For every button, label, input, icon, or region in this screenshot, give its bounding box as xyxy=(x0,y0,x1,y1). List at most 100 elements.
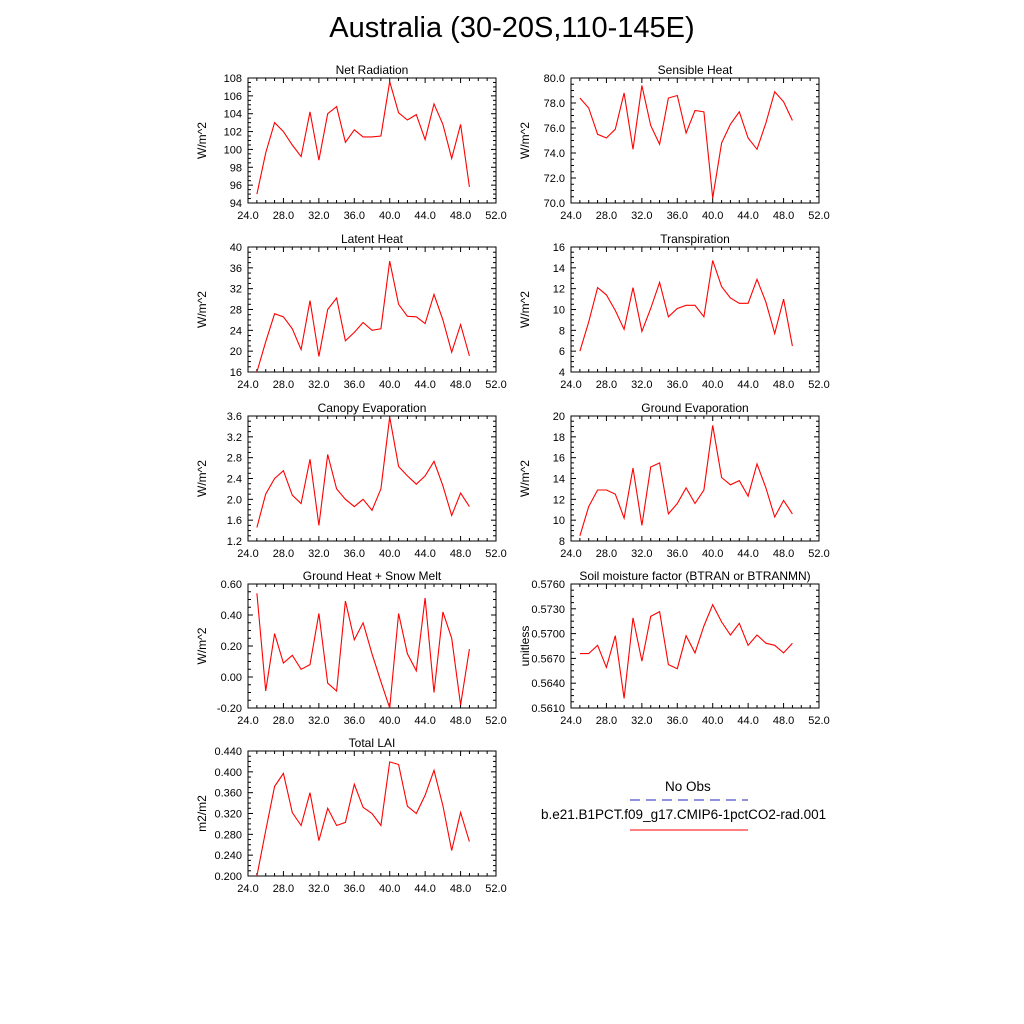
x-tick-label: 44.0 xyxy=(414,883,435,895)
y-tick-label: 0.440 xyxy=(214,746,242,758)
x-tick-label: 40.0 xyxy=(379,715,400,727)
x-tick-label: 28.0 xyxy=(273,548,294,560)
y-tick-label: 0.5670 xyxy=(531,653,565,665)
x-tick-label: 36.0 xyxy=(667,379,688,391)
x-tick-label: 52.0 xyxy=(808,379,829,391)
y-axis-label: W/m^2 xyxy=(195,460,209,497)
x-tick-label: 28.0 xyxy=(273,715,294,727)
y-tick-label: 0.60 xyxy=(221,579,242,591)
y-axis-label: unitless xyxy=(518,626,532,667)
y-tick-label: -0.20 xyxy=(217,703,242,715)
y-axis-label: W/m^2 xyxy=(518,291,532,328)
y-tick-label: 0.200 xyxy=(214,871,242,883)
panel-title: Sensible Heat xyxy=(658,63,733,77)
y-tick-label: 0.280 xyxy=(214,829,242,841)
y-tick-label: 10 xyxy=(553,515,565,527)
series-line xyxy=(579,425,793,536)
y-tick-label: 0.5730 xyxy=(531,604,565,616)
x-tick-label: 36.0 xyxy=(667,210,688,222)
y-tick-label: 0.5760 xyxy=(531,579,565,591)
x-tick-label: 40.0 xyxy=(379,210,400,222)
y-tick-label: 3.6 xyxy=(227,411,242,423)
x-tick-label: 52.0 xyxy=(485,548,506,560)
y-tick-label: 0.20 xyxy=(221,641,242,653)
x-tick-label: 28.0 xyxy=(273,379,294,391)
x-tick-label: 32.0 xyxy=(631,715,652,727)
y-tick-label: 2.4 xyxy=(227,474,242,486)
panel-title: Ground Evaporation xyxy=(641,401,748,415)
y-tick-label: 1.6 xyxy=(227,515,242,527)
legend-obs-label: No Obs xyxy=(665,779,711,794)
x-tick-label: 36.0 xyxy=(344,883,365,895)
panel-title: Canopy Evaporation xyxy=(318,401,427,415)
x-tick-label: 28.0 xyxy=(596,379,617,391)
y-tick-label: 32 xyxy=(230,284,242,296)
y-tick-label: 16 xyxy=(553,242,565,254)
y-axis-label: W/m^2 xyxy=(195,627,209,664)
panel-title: Total LAI xyxy=(349,736,396,750)
y-axis-label: W/m^2 xyxy=(518,460,532,497)
x-tick-label: 32.0 xyxy=(308,548,329,560)
series-line xyxy=(579,260,793,352)
series-line xyxy=(256,593,470,709)
x-tick-label: 40.0 xyxy=(702,210,723,222)
panel-frame xyxy=(570,415,820,542)
x-tick-label: 32.0 xyxy=(631,379,652,391)
panel-title: Soil moisture factor (BTRAN or BTRANMN) xyxy=(579,569,810,583)
x-tick-label: 24.0 xyxy=(237,883,258,895)
y-tick-label: 18 xyxy=(553,432,565,444)
y-tick-label: 74.0 xyxy=(544,148,565,160)
y-tick-label: 0.240 xyxy=(214,850,242,862)
y-tick-label: 36 xyxy=(230,263,242,275)
panel-3: Latent Heat W/m^2 24.0 28.0 32.0 36.0 40.0 44.0… xyxy=(195,232,507,391)
y-tick-label: 14 xyxy=(553,474,565,486)
y-tick-label: 0.400 xyxy=(214,767,242,779)
y-tick-label: 20 xyxy=(553,411,565,423)
x-tick-label: 24.0 xyxy=(237,210,258,222)
x-tick-label: 48.0 xyxy=(450,548,471,560)
x-tick-label: 48.0 xyxy=(773,715,794,727)
x-tick-label: 40.0 xyxy=(702,379,723,391)
x-tick-label: 40.0 xyxy=(702,715,723,727)
x-tick-label: 48.0 xyxy=(450,715,471,727)
series-line xyxy=(256,81,470,195)
y-tick-label: 2.8 xyxy=(227,453,242,465)
x-tick-label: 52.0 xyxy=(808,548,829,560)
y-tick-label: 80.0 xyxy=(544,73,565,85)
page-title: Australia (30-20S,110-145E) xyxy=(329,12,695,44)
x-tick-label: 36.0 xyxy=(344,548,365,560)
x-tick-label: 44.0 xyxy=(414,715,435,727)
x-tick-label: 44.0 xyxy=(737,210,758,222)
x-tick-label: 28.0 xyxy=(596,548,617,560)
x-tick-label: 36.0 xyxy=(344,379,365,391)
y-tick-label: 0.320 xyxy=(214,809,242,821)
panel-1: Net Radiation W/m^2 24.0 28.0 32.0 36.0 40.0 44… xyxy=(195,63,507,222)
y-axis-label: W/m^2 xyxy=(195,122,209,159)
x-tick-label: 52.0 xyxy=(808,715,829,727)
x-tick-label: 44.0 xyxy=(737,379,758,391)
y-tick-label: 3.2 xyxy=(227,432,242,444)
x-tick-label: 36.0 xyxy=(667,548,688,560)
x-tick-label: 40.0 xyxy=(702,548,723,560)
y-tick-label: 76.0 xyxy=(544,123,565,135)
x-tick-label: 52.0 xyxy=(485,715,506,727)
y-tick-label: 10 xyxy=(553,305,565,317)
y-tick-label: 0.5640 xyxy=(531,678,565,690)
x-tick-label: 32.0 xyxy=(308,883,329,895)
x-tick-label: 28.0 xyxy=(596,715,617,727)
y-tick-label: 6 xyxy=(559,346,565,358)
y-tick-label: 16 xyxy=(553,453,565,465)
panel-title: Latent Heat xyxy=(341,232,404,246)
y-tick-label: 94 xyxy=(230,198,242,210)
x-tick-label: 24.0 xyxy=(237,548,258,560)
y-tick-label: 72.0 xyxy=(544,173,565,185)
y-tick-label: 0.5700 xyxy=(531,629,565,641)
x-tick-label: 52.0 xyxy=(485,379,506,391)
x-tick-label: 52.0 xyxy=(485,210,506,222)
y-tick-label: 12 xyxy=(553,494,565,506)
y-tick-label: 0.360 xyxy=(214,788,242,800)
x-tick-label: 40.0 xyxy=(379,548,400,560)
y-tick-label: 4 xyxy=(559,367,565,379)
x-tick-label: 44.0 xyxy=(414,548,435,560)
